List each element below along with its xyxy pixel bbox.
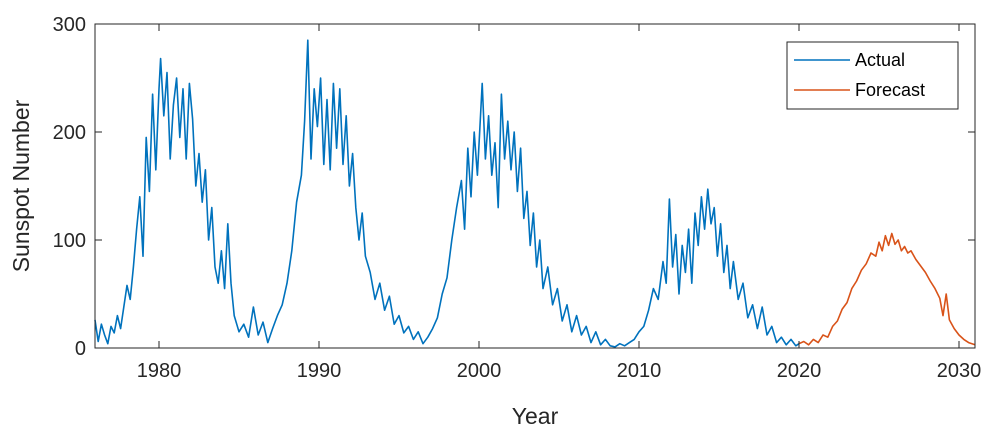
x-axis-title: Year <box>512 403 559 429</box>
x-axis: 1980 1990 2000 2010 2020 2030 <box>137 24 982 382</box>
legend-label-actual: Actual <box>855 50 905 70</box>
y-axis: 0 100 200 300 <box>53 14 975 360</box>
x-tick-label: 2020 <box>777 360 822 382</box>
y-tick-label: 0 <box>75 338 86 360</box>
series-line-actual <box>94 39 800 348</box>
y-axis-title: Sunspot Number <box>8 99 34 272</box>
legend-box <box>786 41 959 110</box>
series-layer <box>94 39 976 348</box>
y-tick-label: 300 <box>53 14 86 36</box>
x-tick-label: 1980 <box>137 360 182 382</box>
legend-label-forecast: Forecast <box>855 80 925 100</box>
y-tick-label: 100 <box>53 230 86 252</box>
plot-area: 1980 1990 2000 2010 2020 2030 0 100 200 300 <box>53 14 982 382</box>
x-tick-label: 2000 <box>457 360 502 382</box>
x-tick-label: 1990 <box>297 360 342 382</box>
series-line-forecast <box>798 232 976 346</box>
legend: Actual Forecast <box>786 41 959 110</box>
x-tick-label: 2030 <box>937 360 982 382</box>
x-tick-label: 2010 <box>617 360 662 382</box>
axes-box <box>94 23 976 349</box>
y-tick-label: 200 <box>53 122 86 144</box>
